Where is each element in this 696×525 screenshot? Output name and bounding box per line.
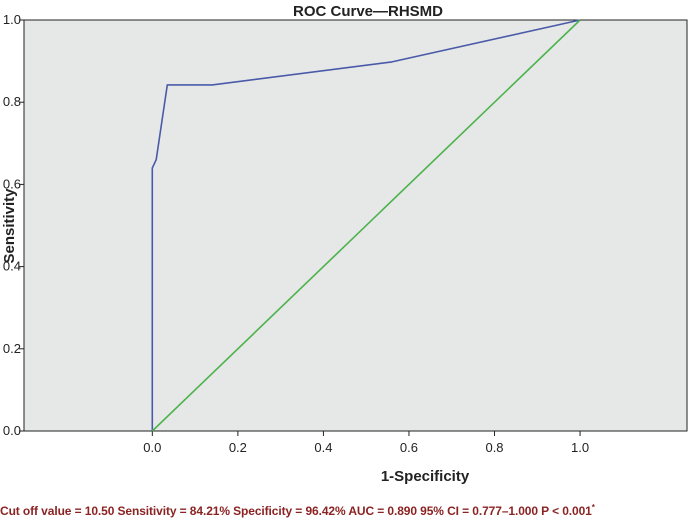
y-axis: 0.0 0.2 0.4 0.6 0.8 1.0: [3, 12, 24, 438]
roc-curve-line: [151, 19, 581, 431]
x-tick-label: 0.8: [485, 440, 503, 455]
y-tick-label: 0.8: [3, 94, 21, 109]
plot-area: [23, 19, 688, 432]
x-tick-label: 0.0: [143, 440, 161, 455]
series-layer: [151, 19, 581, 432]
x-axis: 0.0 0.2 0.4 0.6 0.8 1.0: [143, 431, 589, 455]
x-tick-label: 0.6: [400, 440, 418, 455]
y-tick-label: 0.4: [3, 259, 21, 274]
y-axis-label: Sensitivity: [1, 188, 18, 264]
x-axis-label: 1-Specificity: [381, 468, 470, 485]
roc-chart: ROC Curve—RHSMD 0.00.20.40.60.81.0 0.0 0.…: [1, 3, 688, 485]
statistics-footnote: Cut off value = 10.50 Sensitivity = 84.2…: [0, 503, 696, 518]
x-tick-label: 0.4: [314, 440, 332, 455]
x-tick-label: 1.0: [571, 440, 589, 455]
y-tick-label: 0.2: [3, 341, 21, 356]
y-tick-label: 1.0: [3, 12, 21, 27]
chart-title: ROC Curve—RHSMD: [293, 3, 443, 20]
footnote-superscript: *: [591, 503, 595, 512]
footnote-text: Cut off value = 10.50 Sensitivity = 84.2…: [0, 504, 592, 518]
y-tick-label: 0.6: [3, 176, 21, 191]
x-tick-label: 0.2: [229, 440, 247, 455]
y-tick-label: 0.0: [3, 423, 21, 438]
reference-diagonal-line: [151, 19, 581, 432]
